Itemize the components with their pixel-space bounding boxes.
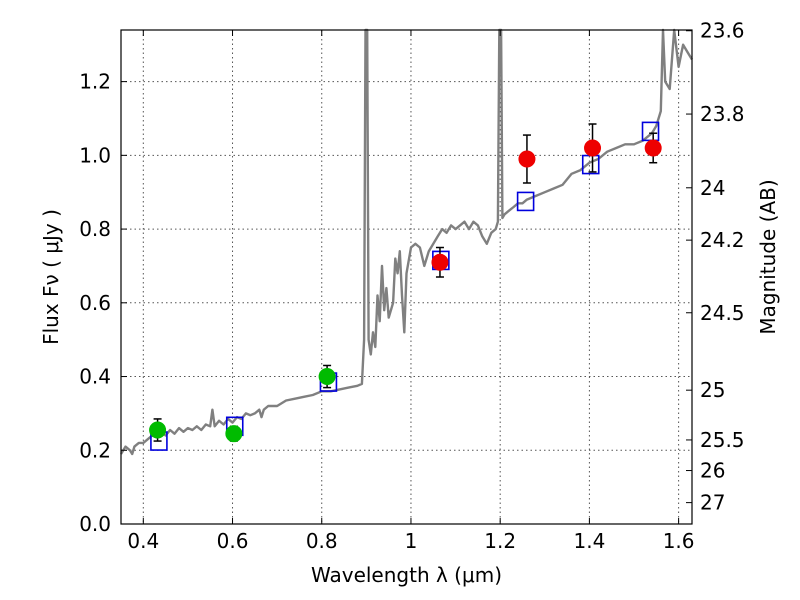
spectrum-line [119, 28, 694, 456]
x-tick-label: 0.4 [127, 529, 159, 553]
right-tick-label: 25.5 [700, 428, 745, 452]
y-tick-label: 0.6 [79, 291, 111, 315]
x-tick-label: 0.6 [217, 529, 249, 553]
right-tick-label: 24 [700, 176, 725, 200]
y-tick-label: 1.2 [79, 70, 111, 94]
x-tick-label: 1.6 [663, 529, 695, 553]
plot-frame [120, 29, 693, 525]
x-tick-label: 0.8 [306, 529, 338, 553]
spectrum-series [119, 28, 694, 456]
model-box-series [150, 121, 660, 451]
y-tick-label: 0.2 [79, 438, 111, 462]
model-box-mark [516, 191, 535, 212]
right-tick-label: 26 [700, 459, 725, 483]
y-tick-label: 0.8 [79, 217, 111, 241]
green-point [149, 421, 167, 439]
right-tick-label: 24.2 [700, 228, 745, 252]
right-tick-label: 23.8 [700, 102, 745, 126]
y-axis-label: Flux Fν ( μJy ) [39, 209, 63, 345]
green-point [225, 425, 243, 443]
right-tick-label: 24.5 [700, 301, 745, 325]
red-point [431, 253, 449, 271]
x-tick-label: 1.4 [573, 529, 605, 553]
y-tick-label: 1.0 [79, 143, 111, 167]
right-tick-label: 25 [700, 378, 725, 402]
y-tick-label: 0.4 [79, 365, 111, 389]
right-axis-label: Magnitude (AB) [756, 179, 780, 334]
right-tick-label: 27 [700, 491, 725, 515]
y-axis-ticks: 0.0 0.2 0.4 0.6 0.8 1.0 1.2 [79, 70, 127, 536]
green-point [318, 368, 336, 386]
right-tick-label: 23.6 [700, 19, 745, 43]
x-tick-label: 1.2 [484, 529, 516, 553]
red-point [584, 139, 602, 157]
green-point-series [149, 364, 336, 443]
x-tick-label: 1 [405, 529, 418, 553]
y-tick-label: 0.0 [79, 512, 111, 536]
x-axis-label: Wavelength λ (μm) [311, 563, 502, 587]
right-axis-ticks: 23.6 23.8 24 24.2 24.5 25 25.5 26 27 [686, 19, 745, 515]
red-point-series [431, 123, 662, 278]
x-axis-ticks: 0.4 0.6 0.8 1 1.2 1.4 1.6 [127, 30, 695, 553]
model-box-mark [581, 154, 600, 175]
red-point [518, 150, 536, 168]
red-point [644, 139, 662, 157]
